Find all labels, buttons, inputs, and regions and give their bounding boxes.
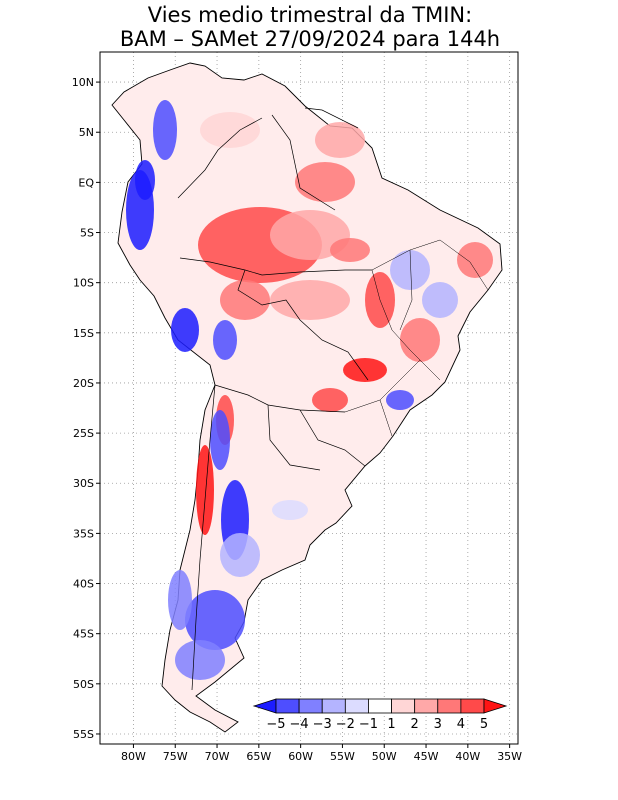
colorbar-label: 2 bbox=[411, 717, 419, 732]
axis-ticks: 80W 75W 70W 65W 60W 55W 50W 45W 40W 35W 10N 5N EQ 5S 1… bbox=[72, 76, 522, 763]
country-borders bbox=[177, 107, 372, 691]
y-tick-label: EQ bbox=[78, 176, 94, 189]
y-tick-label: 5S bbox=[80, 227, 94, 240]
bias-patch bbox=[220, 533, 260, 577]
y-tick-label: 40S bbox=[73, 578, 94, 591]
bias-patch bbox=[196, 445, 214, 535]
colorbar-label: 1 bbox=[387, 717, 395, 732]
bias-patch bbox=[135, 160, 155, 200]
bias-patch bbox=[270, 280, 350, 320]
y-tick-label: 20S bbox=[73, 377, 94, 390]
y-tick-label: 30S bbox=[73, 477, 94, 490]
y-tick-label: 10S bbox=[73, 277, 94, 290]
bias-patch bbox=[343, 358, 387, 382]
x-tick-label: 50W bbox=[372, 750, 397, 763]
y-tick-label: 50S bbox=[73, 678, 94, 691]
bias-patch bbox=[400, 318, 440, 362]
bias-anomaly-patches bbox=[126, 100, 493, 680]
colorbar-label: 5 bbox=[480, 717, 488, 732]
y-tick-label: 10N bbox=[72, 76, 94, 89]
title-line-2: BAM – SAMet 27/09/2024 para 144h bbox=[120, 27, 500, 51]
bias-patch bbox=[210, 410, 230, 470]
x-tick-label: 65W bbox=[246, 750, 271, 763]
colorbar-label: −4 bbox=[290, 717, 309, 732]
colorbar-bin bbox=[460, 698, 485, 714]
y-tick-label: 35S bbox=[73, 527, 94, 540]
x-tick-label: 60W bbox=[288, 750, 313, 763]
bias-patch bbox=[295, 162, 355, 202]
bias-patch bbox=[312, 388, 348, 412]
bias-patch bbox=[422, 282, 458, 318]
bias-patch bbox=[220, 280, 270, 320]
colorbar-label: 4 bbox=[457, 717, 465, 732]
colorbar-bin bbox=[414, 698, 439, 714]
y-tick-label: 55S bbox=[73, 728, 94, 741]
y-tick-label: 15S bbox=[73, 327, 94, 340]
bias-patch bbox=[171, 308, 199, 352]
x-tick-label: 75W bbox=[163, 750, 188, 763]
bias-patch bbox=[315, 122, 365, 158]
x-tick-label: 80W bbox=[121, 750, 146, 763]
bias-patch bbox=[168, 570, 192, 630]
bias-patch bbox=[457, 242, 493, 278]
colorbar: −5 −4 −3 −2 −1 1 2 3 4 5 bbox=[252, 698, 508, 732]
bias-patch bbox=[200, 112, 260, 148]
colorbar-label: −2 bbox=[336, 717, 355, 732]
south-america-landmass bbox=[111, 62, 503, 733]
colorbar-bin bbox=[344, 698, 369, 714]
y-tick-label: 5N bbox=[79, 126, 94, 139]
state-borders bbox=[344, 239, 489, 437]
colorbar-bin bbox=[437, 698, 462, 714]
bias-patch bbox=[213, 320, 237, 360]
bias-patch bbox=[270, 210, 350, 260]
bias-patch bbox=[153, 100, 177, 160]
x-tick-label: 40W bbox=[455, 750, 480, 763]
land-bias-field bbox=[111, 62, 503, 733]
colorbar-label: −3 bbox=[313, 717, 332, 732]
y-tick-label: 25S bbox=[73, 427, 94, 440]
y-tick-label: 45S bbox=[73, 628, 94, 641]
x-tick-label: 35W bbox=[497, 750, 522, 763]
bias-patch bbox=[175, 640, 225, 680]
plot-frame bbox=[99, 51, 519, 745]
x-tick-label: 70W bbox=[205, 750, 230, 763]
colorbar-bin bbox=[368, 698, 392, 714]
colorbar-label: −1 bbox=[359, 717, 378, 732]
colorbar-bin bbox=[275, 698, 300, 714]
bias-patch bbox=[272, 500, 308, 520]
colorbar-bin bbox=[391, 698, 416, 714]
colorbar-bin bbox=[298, 698, 323, 714]
colorbar-label: −5 bbox=[266, 717, 285, 732]
bias-patch bbox=[185, 590, 245, 650]
colorbar-arrow-low bbox=[252, 698, 277, 714]
colorbar-label: 3 bbox=[434, 717, 442, 732]
bias-patch bbox=[386, 390, 414, 410]
title-line-1: Vies medio trimestral da TMIN: bbox=[148, 3, 472, 27]
colorbar-arrow-high bbox=[483, 698, 508, 714]
bias-patch bbox=[390, 250, 430, 290]
bias-patch bbox=[330, 238, 370, 262]
colorbar-bin bbox=[321, 698, 346, 714]
x-tick-label: 45W bbox=[414, 750, 439, 763]
x-tick-label: 55W bbox=[330, 750, 355, 763]
